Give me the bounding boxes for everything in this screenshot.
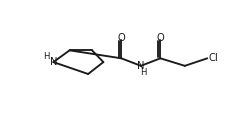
Text: H: H <box>43 52 49 61</box>
Text: H: H <box>140 68 146 77</box>
Text: O: O <box>117 33 125 43</box>
Text: N: N <box>137 61 145 71</box>
Text: N: N <box>50 57 57 67</box>
Text: O: O <box>156 33 164 43</box>
Text: Cl: Cl <box>208 53 218 63</box>
